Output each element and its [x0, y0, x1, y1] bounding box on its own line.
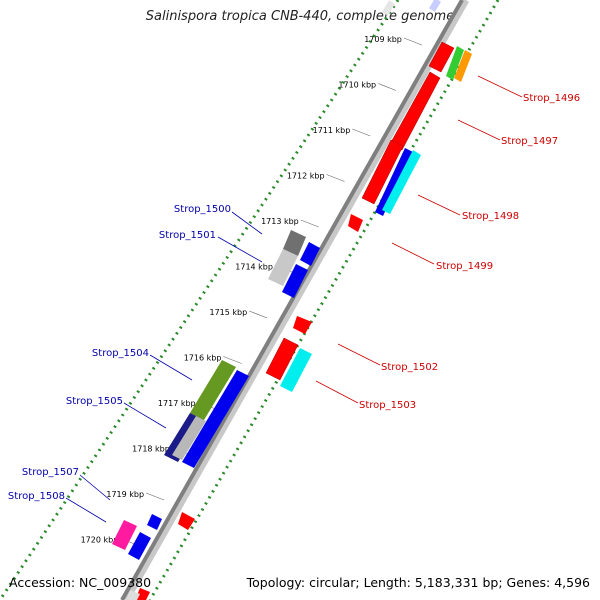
ghost-feature-blue [428, 0, 442, 12]
tick-label: 1710 kbp [338, 81, 376, 90]
dotted-track-inner [0, 0, 400, 600]
gene-strop-1507 [112, 520, 137, 550]
gene-red-bottom [135, 588, 150, 600]
tick-mark [326, 174, 345, 182]
tick-label: 1717 kbp [158, 399, 196, 408]
label-strop-1499: Strop_1499 [436, 261, 493, 272]
map-title: Salinispora tropica CNB-440, complete ge… [145, 9, 455, 24]
tick-label: 1720 kbp [81, 536, 119, 545]
gene-strop-1498-blue [375, 148, 413, 216]
ghost-feature [381, 0, 396, 16]
gene-red-small [178, 512, 195, 530]
label-strop-1496: Strop_1496 [523, 93, 580, 104]
gene-strop-1501 [268, 249, 298, 286]
label-strop-1505: Strop_1505 [66, 396, 123, 407]
tick-mark [403, 37, 423, 46]
gene-blue-a [300, 242, 320, 266]
gene-strop-1498-cyan [382, 150, 421, 214]
tick-marks: 1709 kbp 1710 kbp 1711 kbp 1712 kbp 1713 kbp… [81, 35, 423, 546]
backbone-shadow [122, 0, 470, 600]
gene-blue-long [182, 370, 249, 468]
dotted-track-outer [148, 0, 500, 600]
label-strop-1508: Strop_1508 [8, 491, 65, 502]
gene-strop-1497 [389, 71, 441, 151]
accession-label: Accession: NC_009380 [9, 575, 152, 590]
gene-strop-1502 [293, 316, 312, 334]
callouts [65, 75, 523, 523]
tick-label: 1711 kbp [313, 126, 351, 135]
backbone [120, 0, 464, 600]
tick-label: 1715 kbp [209, 308, 247, 317]
label-strop-1507: Strop_1507 [22, 467, 79, 478]
gene-strop-1503-red [265, 337, 299, 381]
gene-strop-1496-green [446, 46, 464, 80]
tick-mark [223, 356, 242, 364]
topology-label: Topology: circular; Length: 5,183,331 bp… [246, 575, 590, 590]
tick-mark [249, 310, 268, 319]
label-strop-1503: Strop_1503 [359, 400, 416, 411]
gene-strop-1508 [128, 532, 151, 560]
gene-features [135, 41, 472, 600]
gene-strop-1504 [190, 360, 236, 420]
tick-label: 1709 kbp [364, 35, 402, 44]
gene-blue-b [282, 264, 308, 298]
label-strop-1498: Strop_1498 [462, 211, 519, 222]
label-strop-1500: Strop_1500 [174, 204, 231, 215]
tick-label: 1712 kbp [287, 172, 325, 181]
gene-bottom-white [126, 590, 140, 600]
tick-mark [300, 219, 319, 228]
label-strop-1502: Strop_1502 [381, 362, 438, 373]
gene-strop-1505-grey [172, 416, 206, 460]
tick-label: 1716 kbp [184, 354, 222, 363]
gene-strop-1496-orange [454, 50, 472, 82]
label-strop-1504: Strop_1504 [92, 348, 149, 359]
gene-labels: Strop_1496 Strop_1497 Strop_1498 Strop_1… [8, 93, 580, 502]
tick-mark [352, 128, 371, 137]
label-strop-1501: Strop_1501 [159, 230, 216, 241]
label-strop-1497: Strop_1497 [501, 136, 558, 147]
tick-label: 1713 kbp [261, 217, 299, 226]
tick-label: 1718 kbp [132, 445, 170, 454]
tick-label: 1714 kbp [235, 263, 273, 272]
gene-strop-1499 [348, 214, 363, 232]
gene-strop-1496-red [428, 41, 455, 73]
gene-blue-small [147, 514, 162, 530]
gene-features-reverse [112, 230, 320, 600]
tick-label: 1719 kbp [106, 490, 144, 499]
gene-strop-1498-red [361, 139, 404, 205]
gene-strop-1503-cyan [280, 348, 312, 392]
tick-mark [145, 492, 165, 501]
gene-strop-1500 [283, 230, 306, 256]
tick-mark [378, 83, 397, 91]
